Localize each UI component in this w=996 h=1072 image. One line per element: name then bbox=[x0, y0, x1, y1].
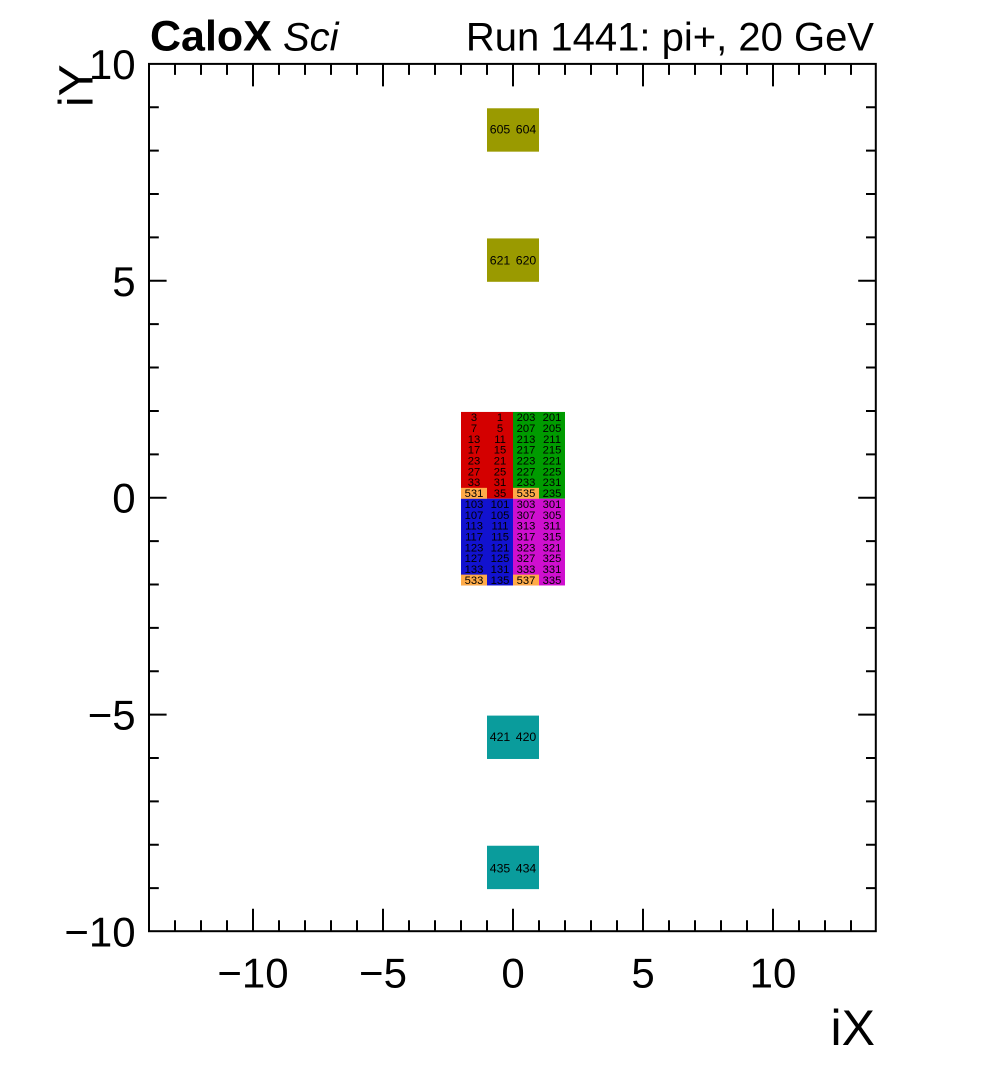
svg-text:−10: −10 bbox=[217, 950, 288, 997]
svg-text:3: 3 bbox=[471, 412, 477, 424]
svg-text:5: 5 bbox=[631, 950, 654, 997]
svg-text:13: 13 bbox=[468, 434, 480, 446]
svg-text:123: 123 bbox=[465, 542, 484, 554]
svg-text:313: 313 bbox=[517, 521, 536, 533]
svg-text:117: 117 bbox=[465, 531, 483, 543]
svg-text:323: 323 bbox=[517, 542, 536, 554]
svg-text:211: 211 bbox=[543, 434, 561, 446]
svg-text:10: 10 bbox=[750, 950, 797, 997]
svg-text:233: 233 bbox=[517, 477, 536, 489]
svg-text:5: 5 bbox=[497, 423, 503, 435]
svg-text:−5: −5 bbox=[88, 692, 136, 739]
svg-text:205: 205 bbox=[543, 423, 562, 435]
svg-text:iX: iX bbox=[831, 1000, 875, 1056]
svg-text:421: 421 bbox=[490, 730, 511, 744]
svg-text:0: 0 bbox=[112, 475, 135, 522]
svg-text:11: 11 bbox=[494, 434, 506, 446]
svg-text:223: 223 bbox=[517, 456, 536, 468]
svg-text:335: 335 bbox=[543, 575, 562, 587]
svg-text:435: 435 bbox=[490, 861, 511, 875]
svg-text:15: 15 bbox=[494, 445, 506, 457]
svg-text:215: 215 bbox=[543, 445, 562, 457]
svg-text:327: 327 bbox=[517, 553, 536, 565]
svg-text:127: 127 bbox=[465, 553, 484, 565]
svg-text:303: 303 bbox=[517, 499, 536, 511]
svg-text:535: 535 bbox=[517, 488, 536, 500]
svg-text:21: 21 bbox=[494, 456, 506, 468]
svg-text:125: 125 bbox=[491, 553, 510, 565]
svg-text:221: 221 bbox=[543, 456, 562, 468]
svg-text:−10: −10 bbox=[64, 909, 135, 956]
svg-text:103: 103 bbox=[465, 499, 484, 511]
svg-text:0: 0 bbox=[501, 950, 524, 997]
svg-text:217: 217 bbox=[517, 445, 536, 457]
svg-text:10: 10 bbox=[89, 41, 136, 88]
svg-text:iY: iY bbox=[50, 64, 103, 107]
svg-text:107: 107 bbox=[465, 510, 484, 522]
svg-text:311: 311 bbox=[543, 521, 561, 533]
svg-text:113: 113 bbox=[465, 521, 483, 533]
svg-text:101: 101 bbox=[491, 499, 510, 511]
svg-text:307: 307 bbox=[517, 510, 536, 522]
svg-text:321: 321 bbox=[543, 542, 562, 554]
svg-text:620: 620 bbox=[516, 253, 537, 267]
svg-text:231: 231 bbox=[543, 477, 562, 489]
svg-text:1: 1 bbox=[497, 412, 503, 424]
svg-text:331: 331 bbox=[543, 564, 562, 576]
svg-text:133: 133 bbox=[465, 564, 484, 576]
svg-text:325: 325 bbox=[543, 553, 562, 565]
svg-text:111: 111 bbox=[491, 521, 508, 533]
svg-text:Run 1441: pi+, 20 GeV: Run 1441: pi+, 20 GeV bbox=[466, 16, 874, 60]
svg-text:121: 121 bbox=[491, 542, 510, 554]
svg-text:135: 135 bbox=[491, 575, 510, 587]
svg-text:420: 420 bbox=[516, 730, 537, 744]
svg-text:115: 115 bbox=[491, 531, 509, 543]
svg-text:621: 621 bbox=[490, 253, 511, 267]
svg-text:CaloX Sci: CaloX Sci bbox=[150, 13, 340, 61]
svg-text:31: 31 bbox=[494, 477, 506, 489]
svg-text:5: 5 bbox=[112, 258, 135, 305]
svg-text:225: 225 bbox=[543, 466, 562, 478]
svg-text:301: 301 bbox=[543, 499, 562, 511]
svg-text:−5: −5 bbox=[359, 950, 407, 997]
svg-text:317: 317 bbox=[517, 531, 536, 543]
svg-text:7: 7 bbox=[471, 423, 477, 435]
svg-text:605: 605 bbox=[490, 122, 511, 136]
svg-text:213: 213 bbox=[517, 434, 536, 446]
svg-text:305: 305 bbox=[543, 510, 562, 522]
svg-text:227: 227 bbox=[517, 466, 536, 478]
svg-text:533: 533 bbox=[465, 575, 484, 587]
svg-text:315: 315 bbox=[543, 531, 562, 543]
svg-text:105: 105 bbox=[491, 510, 510, 522]
svg-text:25: 25 bbox=[494, 466, 506, 478]
svg-text:201: 201 bbox=[543, 412, 562, 424]
svg-text:33: 33 bbox=[468, 477, 480, 489]
svg-text:207: 207 bbox=[517, 423, 536, 435]
svg-text:35: 35 bbox=[494, 488, 506, 500]
svg-text:235: 235 bbox=[543, 488, 562, 500]
svg-text:434: 434 bbox=[516, 861, 537, 875]
svg-text:203: 203 bbox=[517, 412, 536, 424]
svg-text:531: 531 bbox=[465, 488, 484, 500]
svg-text:23: 23 bbox=[468, 456, 480, 468]
svg-text:27: 27 bbox=[468, 466, 480, 478]
svg-text:17: 17 bbox=[468, 445, 480, 457]
svg-text:333: 333 bbox=[517, 564, 536, 576]
svg-text:537: 537 bbox=[517, 575, 536, 587]
svg-text:604: 604 bbox=[516, 122, 537, 136]
svg-text:131: 131 bbox=[491, 564, 510, 576]
